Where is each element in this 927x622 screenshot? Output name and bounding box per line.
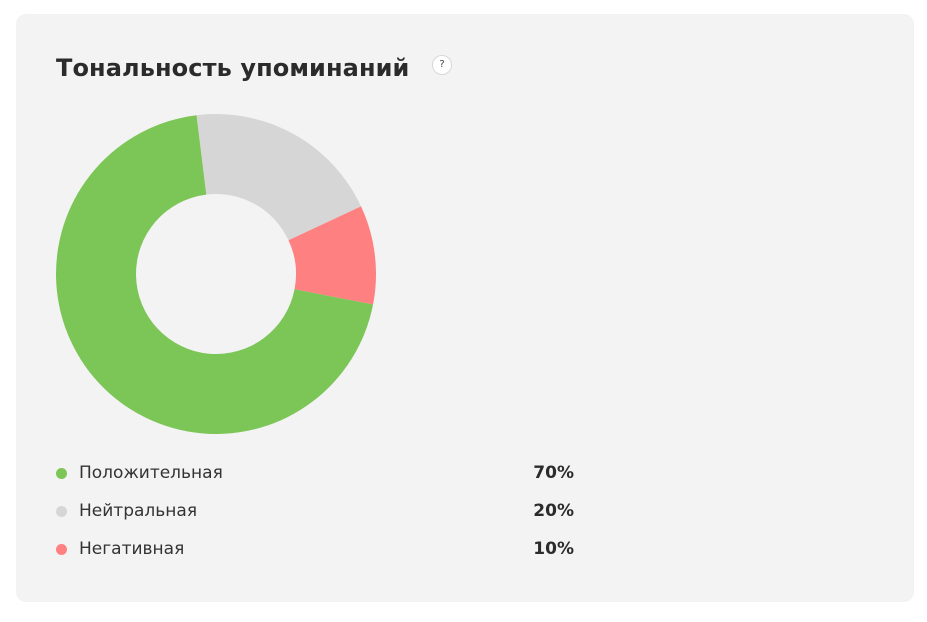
donut-chart — [56, 114, 376, 434]
legend-color-dot — [56, 506, 67, 517]
legend-value: 10% — [533, 539, 574, 559]
donut-slice-3[interactable] — [288, 206, 376, 305]
card-title: Тональность упоминаний — [56, 54, 410, 82]
legend-color-dot — [56, 544, 67, 555]
legend-value: 70% — [533, 463, 574, 483]
legend-row: Нейтральная 20% — [56, 492, 576, 530]
legend-label: Положительная — [79, 463, 223, 483]
legend-color-dot — [56, 468, 67, 479]
help-icon[interactable]: ? — [432, 55, 452, 75]
legend-value: 20% — [533, 501, 574, 521]
legend-label: Нейтральная — [79, 501, 198, 521]
legend-label: Негативная — [79, 539, 185, 559]
chart-legend: Положительная 70% Нейтральная 20% Негативная… — [56, 454, 576, 568]
legend-row: Негативная 10% — [56, 530, 576, 568]
donut-slice-1[interactable] — [56, 115, 374, 434]
sentiment-card: Тональность упоминаний ? Положительная 70… — [16, 14, 914, 602]
legend-row: Положительная 70% — [56, 454, 576, 492]
donut-slice-2[interactable] — [196, 114, 362, 241]
